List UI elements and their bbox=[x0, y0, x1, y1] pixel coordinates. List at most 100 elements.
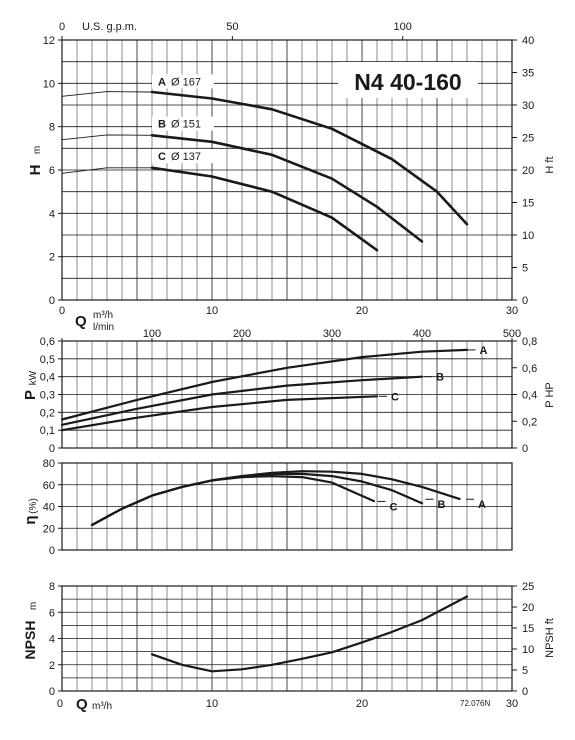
head-y2-tick-label: 15 bbox=[522, 198, 534, 210]
power-grid bbox=[62, 341, 512, 448]
head-y2-tick-label: 0 bbox=[522, 295, 528, 307]
head-curve-extension-C bbox=[61, 167, 153, 174]
npsh-x-tick-label: 20 bbox=[356, 698, 368, 710]
npsh-curve bbox=[150, 595, 469, 673]
head-series-diameter-B: Ø 151 bbox=[171, 119, 201, 131]
head-y2-tick-label: 25 bbox=[522, 133, 534, 145]
npsh-grid bbox=[62, 586, 512, 691]
lmin-tick-label: 200 bbox=[233, 328, 251, 340]
npsh-y-tick-label: 8 bbox=[49, 581, 55, 593]
eff-grid bbox=[62, 463, 512, 550]
npsh-y2-tick-label: 25 bbox=[522, 581, 534, 593]
head-curve-B bbox=[150, 134, 424, 243]
head-series-name-C: C bbox=[158, 151, 166, 163]
power-y-tick-label: 0,5 bbox=[40, 354, 55, 366]
npsh-y-tick-label: 0 bbox=[49, 686, 55, 698]
head-label-bg bbox=[152, 74, 214, 89]
power-series-name-B: B bbox=[436, 372, 444, 384]
power-y-tick-label: 0,6 bbox=[40, 336, 55, 348]
npsh-x-tick-label: 30 bbox=[506, 698, 518, 710]
eff-y-tick-label: 60 bbox=[43, 480, 55, 492]
chart-code: 72.076N bbox=[460, 699, 490, 708]
eff-series-name-B: B bbox=[438, 499, 446, 511]
title-box bbox=[338, 62, 478, 98]
lmin-tick-label: 400 bbox=[413, 328, 431, 340]
q-bottom-axis-label: Q bbox=[76, 696, 88, 713]
npsh-y-tick-label: 6 bbox=[49, 607, 55, 619]
head-y-tick-label: 8 bbox=[49, 122, 55, 134]
eff-series-name-A: A bbox=[478, 499, 486, 511]
head-y2-tick-label: 20 bbox=[522, 165, 534, 177]
npsh-ylabel: NPSH bbox=[22, 621, 38, 660]
gpm-tick-label: 50 bbox=[226, 21, 238, 33]
head-y2-tick-label: 40 bbox=[522, 35, 534, 47]
power-y2-tick-label: 0,8 bbox=[522, 336, 537, 348]
eff-y-tick-label: 40 bbox=[43, 502, 55, 514]
head-curve-A bbox=[150, 90, 469, 226]
npsh-x-tick-label: 10 bbox=[206, 698, 218, 710]
power-y2-tick-label: 0,2 bbox=[522, 416, 537, 428]
eff-ylabel: η bbox=[22, 515, 39, 524]
lmin-axis-label: l/min bbox=[93, 322, 114, 333]
power-curve-A bbox=[60, 348, 469, 421]
power-series-name-C: C bbox=[391, 391, 399, 403]
head-y-tick-label: 12 bbox=[43, 35, 55, 47]
power-y-tick-label: 0 bbox=[49, 443, 55, 455]
lmin-tick-label: 100 bbox=[143, 328, 161, 340]
power-y-tick-label: 0,4 bbox=[40, 372, 55, 384]
eff-y-tick-label: 20 bbox=[43, 523, 55, 535]
eff-y-tick-label: 0 bbox=[49, 545, 55, 557]
npsh-y2-tick-label: 15 bbox=[522, 623, 534, 635]
head-series-name-A: A bbox=[158, 76, 166, 88]
power-series-name-A: A bbox=[480, 345, 488, 357]
q-bottom-axis-unit: m³/h bbox=[92, 701, 112, 712]
q-axis-label: Q bbox=[75, 313, 87, 330]
head-y-tick-label: 6 bbox=[49, 165, 55, 177]
head-x-tick-label: 20 bbox=[356, 305, 368, 317]
power-ylabel: P bbox=[22, 390, 39, 400]
npsh-x-tick-label: 0 bbox=[57, 698, 63, 710]
npsh-y2label: NPSH ft bbox=[544, 618, 556, 658]
head-x-tick-label: 0 bbox=[59, 305, 65, 317]
eff-curve-C bbox=[90, 475, 376, 527]
head-series-diameter-C: Ø 137 bbox=[171, 151, 201, 163]
npsh-y2-tick-label: 0 bbox=[522, 686, 528, 698]
head-curve-C bbox=[150, 166, 379, 252]
q-axis-unit: m³/h bbox=[93, 310, 113, 321]
head-y-tick-label: 2 bbox=[49, 252, 55, 264]
power-y2-tick-label: 0,6 bbox=[522, 363, 537, 375]
power-y2-tick-label: 0,4 bbox=[522, 390, 537, 402]
head-y-tick-label: 4 bbox=[49, 208, 55, 220]
head-x-tick-label: 30 bbox=[506, 305, 518, 317]
gpm-tick-label: 0 bbox=[59, 21, 65, 33]
head-y2label: H ft bbox=[544, 156, 556, 173]
head-label-bg bbox=[152, 149, 214, 164]
lmin-tick-label: 300 bbox=[323, 328, 341, 340]
eff-series-name-C: C bbox=[390, 501, 398, 513]
eff-y-tick-label: 80 bbox=[43, 458, 55, 470]
eff-ylabel-unit: (%) bbox=[28, 498, 39, 514]
head-y2-tick-label: 35 bbox=[522, 68, 534, 80]
npsh-ylabel-unit: m bbox=[28, 602, 39, 610]
head-curve-extension-B bbox=[61, 134, 153, 141]
power-y2label: P HP bbox=[544, 382, 556, 407]
power-y-tick-label: 0,1 bbox=[40, 425, 55, 437]
chart-title: N4 40-160 bbox=[354, 69, 461, 95]
npsh-y-tick-label: 4 bbox=[49, 634, 55, 646]
gpm-tick-label: 100 bbox=[394, 21, 412, 33]
head-y2-tick-label: 5 bbox=[522, 263, 528, 275]
power-ylabel-unit: kW bbox=[28, 370, 39, 385]
npsh-y-tick-label: 2 bbox=[49, 660, 55, 672]
npsh-y2-tick-label: 5 bbox=[522, 665, 528, 677]
power-y2-tick-label: 0 bbox=[522, 443, 528, 455]
npsh-y2-tick-label: 10 bbox=[522, 644, 534, 656]
power-y-tick-label: 0,3 bbox=[40, 390, 55, 402]
gpm-axis-label: U.S. g.p.m. bbox=[82, 21, 137, 33]
power-curve-C bbox=[60, 395, 379, 432]
head-y2-tick-label: 10 bbox=[522, 230, 534, 242]
head-y-tick-label: 10 bbox=[43, 78, 55, 90]
head-ylabel-unit: m bbox=[32, 146, 43, 154]
head-ylabel: H bbox=[27, 165, 44, 176]
head-x-tick-label: 10 bbox=[206, 305, 218, 317]
